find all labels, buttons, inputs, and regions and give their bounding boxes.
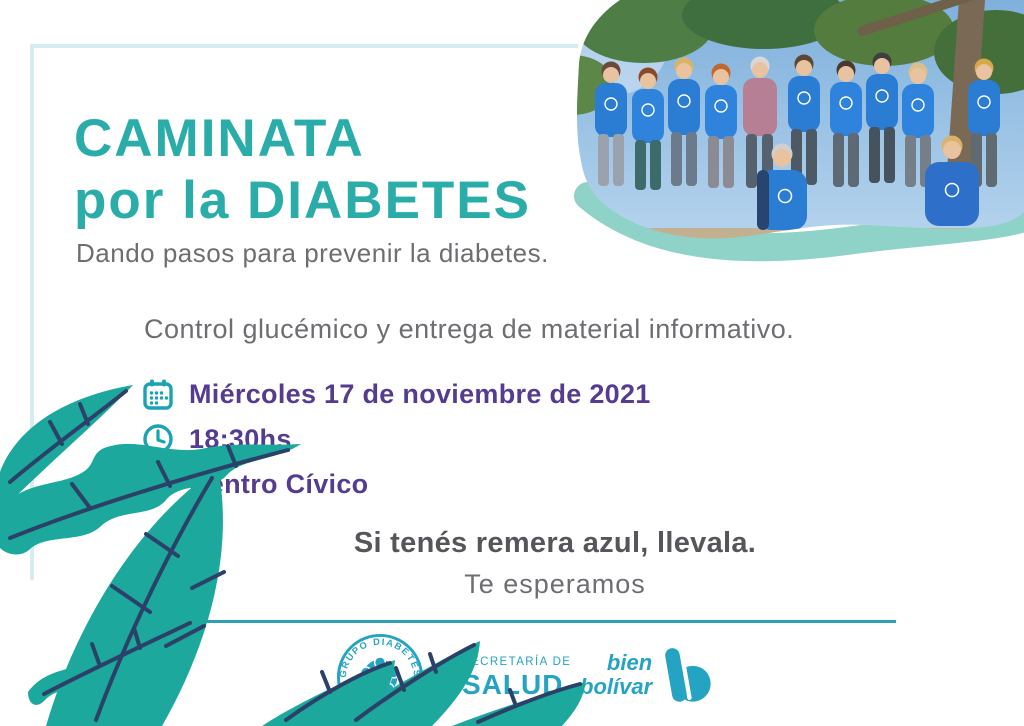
leaf-veins xyxy=(8,389,582,724)
event-date-row: Miércoles 17 de noviembre de 2021 xyxy=(142,378,651,410)
leaf-pointed-top xyxy=(0,385,133,512)
bien-bolivar-b-icon xyxy=(665,648,711,702)
frame-border-top xyxy=(30,44,578,48)
salud-line1: SECRETARÍA DE xyxy=(462,656,572,668)
people-standing xyxy=(595,52,1000,190)
people-front xyxy=(757,135,979,230)
bien-bolivar-wordmark: bien bolívar xyxy=(580,651,652,699)
cta-block: Si tenés remera azul, llevala. Te espera… xyxy=(260,527,850,600)
bien-line2: bolívar xyxy=(580,674,653,699)
decorative-leaves xyxy=(0,360,600,726)
bien-bolivar-logo: bien bolívar xyxy=(580,646,716,704)
subtitle: Dando pasos para prevenir la diabetes. xyxy=(76,238,549,268)
cta-bold-text: Si tenés remera azul, llevala. xyxy=(353,527,757,559)
page-title: CAMINATA por la DIABETES xyxy=(74,108,531,232)
frame-border-left xyxy=(30,44,34,580)
cta-sub-text: Te esperamos xyxy=(464,569,646,599)
description-text: Control glucémico y entrega de material … xyxy=(144,314,795,344)
leaves-illustration xyxy=(0,385,585,726)
footer-divider-line xyxy=(160,620,896,623)
title-line2: por la DIABETES xyxy=(74,171,532,230)
title-line1: CAMINATA xyxy=(74,109,365,168)
event-date-text: Miércoles 17 de noviembre de 2021 xyxy=(189,378,651,409)
leaf-wavy-upper xyxy=(0,443,301,555)
group-photo xyxy=(554,0,1024,275)
calendar-icon xyxy=(143,379,173,410)
bien-line1: bien xyxy=(606,650,653,675)
group-photo-illustration xyxy=(574,0,1024,262)
